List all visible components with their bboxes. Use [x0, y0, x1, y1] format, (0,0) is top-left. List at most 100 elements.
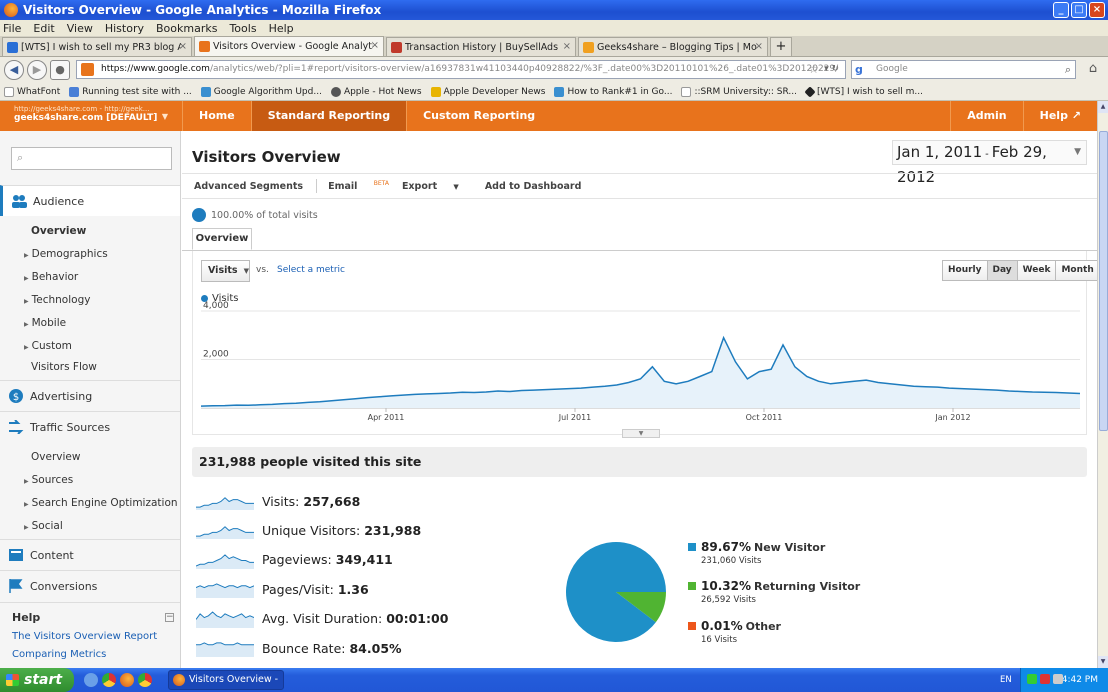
sidebar-item-traffic-overview[interactable]: Overview	[31, 451, 81, 463]
export-button[interactable]: Export ▼	[402, 181, 472, 192]
visits-line-chart[interactable]: 2,000 4,000 Apr 2011 Jul 2011 Oct 2011 Jan 20…	[193, 289, 1086, 429]
browser-tab[interactable]: Transaction History | BuySellAds ×	[386, 37, 576, 56]
sidebar-item-social[interactable]: ▶ Social	[24, 520, 63, 532]
visitor-type-pie-chart[interactable]	[565, 541, 669, 645]
sidebar-item-custom[interactable]: ▶ Custom	[24, 340, 72, 352]
bookmark-item[interactable]: WhatFont	[4, 86, 60, 97]
metric-dropdown[interactable]: Visits ▼	[201, 260, 250, 282]
sidebar-item-overview[interactable]: Overview	[31, 225, 87, 237]
sidebar-section-audience[interactable]: Audience	[0, 185, 180, 216]
sidebar-item-behavior[interactable]: ▶ Behavior	[24, 271, 78, 283]
scroll-up-icon[interactable]: ▲	[1098, 101, 1108, 113]
bookmark-item[interactable]: [WTS] I wish to sell m...	[804, 85, 923, 98]
forward-button[interactable]: ▶	[27, 60, 47, 80]
language-indicator[interactable]: EN	[1000, 675, 1012, 685]
scroll-down-icon[interactable]: ▼	[1098, 656, 1108, 668]
granularity-month[interactable]: Month	[1055, 260, 1100, 281]
start-button[interactable]: start	[0, 668, 74, 692]
browser-tab[interactable]: Geeks4share – Blogging Tips | Money Ma..…	[578, 37, 768, 56]
new-tab-button[interactable]: +	[770, 37, 792, 56]
collapse-icon[interactable]: −	[165, 612, 174, 622]
nav-admin[interactable]: Admin	[950, 101, 1022, 131]
search-icon[interactable]: ⌕	[1064, 63, 1071, 76]
tab-overview[interactable]: Overview	[192, 228, 252, 250]
desktop-icon[interactable]	[84, 673, 98, 687]
advanced-segments-button[interactable]: Advanced Segments	[194, 180, 304, 192]
bookmark-item[interactable]: Google Algorithm Upd...	[200, 86, 322, 97]
metric-row[interactable]: Avg. Visit Duration: 00:01:00	[196, 607, 536, 631]
granularity-day[interactable]: Day	[986, 260, 1018, 281]
taskbar-window-button[interactable]: Visitors Overview - G...	[168, 670, 284, 690]
chrome-icon[interactable]	[138, 673, 152, 687]
tray-icon[interactable]	[1040, 674, 1050, 684]
scroll-thumb[interactable]	[1099, 131, 1108, 431]
minimize-button[interactable]: _	[1053, 2, 1069, 18]
menu-tools[interactable]: Tools	[229, 21, 257, 35]
nav-help[interactable]: Help ↗	[1022, 101, 1097, 131]
sidebar-section-advertising[interactable]: $ Advertising	[0, 380, 180, 411]
metric-row[interactable]: Unique Visitors: 231,988	[196, 518, 536, 542]
metric-row[interactable]: Pageviews: 349,411	[196, 548, 536, 572]
site-identity-icon[interactable]: ●	[50, 60, 70, 80]
metric-row[interactable]: Bounce Rate: 84.05%	[196, 636, 536, 660]
sidebar-section-conversions[interactable]: Conversions	[0, 570, 180, 601]
menu-help[interactable]: Help	[268, 21, 294, 35]
home-icon[interactable]: ⌂	[1088, 61, 1098, 76]
menu-file[interactable]: File	[3, 21, 22, 35]
account-selector[interactable]: http://geeks4share.com - http://geek... …	[0, 101, 182, 131]
metric-row[interactable]: Pages/Visit: 1.36	[196, 577, 536, 601]
help-link[interactable]: Comparing Metrics	[12, 649, 107, 660]
sidebar-item-sources[interactable]: ▶ Sources	[24, 474, 73, 486]
tab-close-icon[interactable]: ×	[754, 41, 763, 52]
email-button[interactable]: Email BETA	[328, 180, 389, 192]
browser-tab[interactable]: [WTS] I wish to sell my PR3 blog Alexa 4…	[2, 37, 192, 56]
sidebar-item-demographics[interactable]: ▶ Demographics	[24, 248, 108, 260]
chart-collapse-handle[interactable]: ▼	[622, 429, 660, 438]
firefox-icon[interactable]	[120, 673, 134, 687]
menu-view[interactable]: View	[66, 21, 93, 35]
bookmark-item[interactable]: Apple - Hot News	[330, 86, 422, 97]
select-metric-link[interactable]: Select a metric	[277, 265, 345, 275]
bookmark-item[interactable]: ::SRM University:: SR...	[681, 86, 797, 97]
bookmark-item[interactable]: Running test site with ...	[69, 86, 192, 97]
tab-close-icon[interactable]: ×	[178, 41, 187, 52]
bookmark-item[interactable]: How to Rank#1 in Go...	[554, 86, 672, 97]
menu-edit[interactable]: Edit	[33, 21, 55, 35]
granularity-week[interactable]: Week	[1016, 260, 1057, 281]
tab-close-icon[interactable]: ×	[370, 40, 379, 51]
granularity-hourly[interactable]: Hourly	[942, 260, 988, 281]
sidebar-item-visitors-flow[interactable]: Visitors Flow	[31, 361, 97, 373]
tray-icon[interactable]	[1053, 674, 1063, 684]
bookmark-star-icon[interactable]: ☆	[808, 62, 819, 76]
close-button[interactable]: ×	[1089, 2, 1105, 18]
sidebar-item-mobile[interactable]: ▶ Mobile	[24, 317, 66, 329]
url-dropdown-icon[interactable]: ▾ ↻	[824, 64, 839, 74]
url-bar[interactable]: https://www.google.com/analytics/web/?pl…	[76, 60, 846, 79]
date-range-picker[interactable]: Jan 1, 2011- Feb 29, 2012 ▼	[892, 140, 1087, 186]
tab-close-icon[interactable]: ×	[562, 41, 571, 52]
menu-bookmarks[interactable]: Bookmarks	[155, 21, 218, 35]
menu-history[interactable]: History	[104, 21, 144, 35]
nav-custom-reporting[interactable]: Custom Reporting	[406, 101, 551, 131]
search-bar[interactable]: g Google ⌕	[851, 60, 1076, 79]
page-scrollbar[interactable]: ▲ ▼	[1097, 101, 1108, 668]
sidebar-item-seo[interactable]: ▶ Search Engine Optimization	[24, 497, 178, 509]
pie-slice-returning-visitor[interactable]	[616, 592, 666, 623]
help-link[interactable]: The Visitors Overview Report	[12, 631, 158, 642]
nav-home[interactable]: Home	[182, 101, 251, 131]
pie-slice-new-visitor[interactable]	[566, 541, 666, 642]
browser-tab-active[interactable]: Visitors Overview - Google Analytics ×	[194, 36, 384, 56]
sidebar-section-traffic-sources[interactable]: Traffic Sources	[0, 411, 180, 442]
add-to-dashboard-button[interactable]: Add to Dashboard	[484, 180, 582, 192]
back-button[interactable]: ◀	[4, 60, 24, 80]
legend-visits: 26,592 Visits	[701, 595, 756, 605]
maximize-button[interactable]: □	[1071, 2, 1087, 18]
report-search-input[interactable]: ⌕	[11, 147, 172, 170]
sidebar-item-technology[interactable]: ▶ Technology	[24, 294, 90, 306]
tray-icon[interactable]	[1027, 674, 1037, 684]
metric-row[interactable]: Visits: 257,668	[196, 489, 536, 513]
bookmark-item[interactable]: Apple Developer News	[430, 86, 545, 97]
sidebar-section-content[interactable]: Content	[0, 539, 180, 570]
nav-standard-reporting[interactable]: Standard Reporting	[250, 101, 407, 131]
chrome-icon[interactable]	[102, 673, 116, 687]
